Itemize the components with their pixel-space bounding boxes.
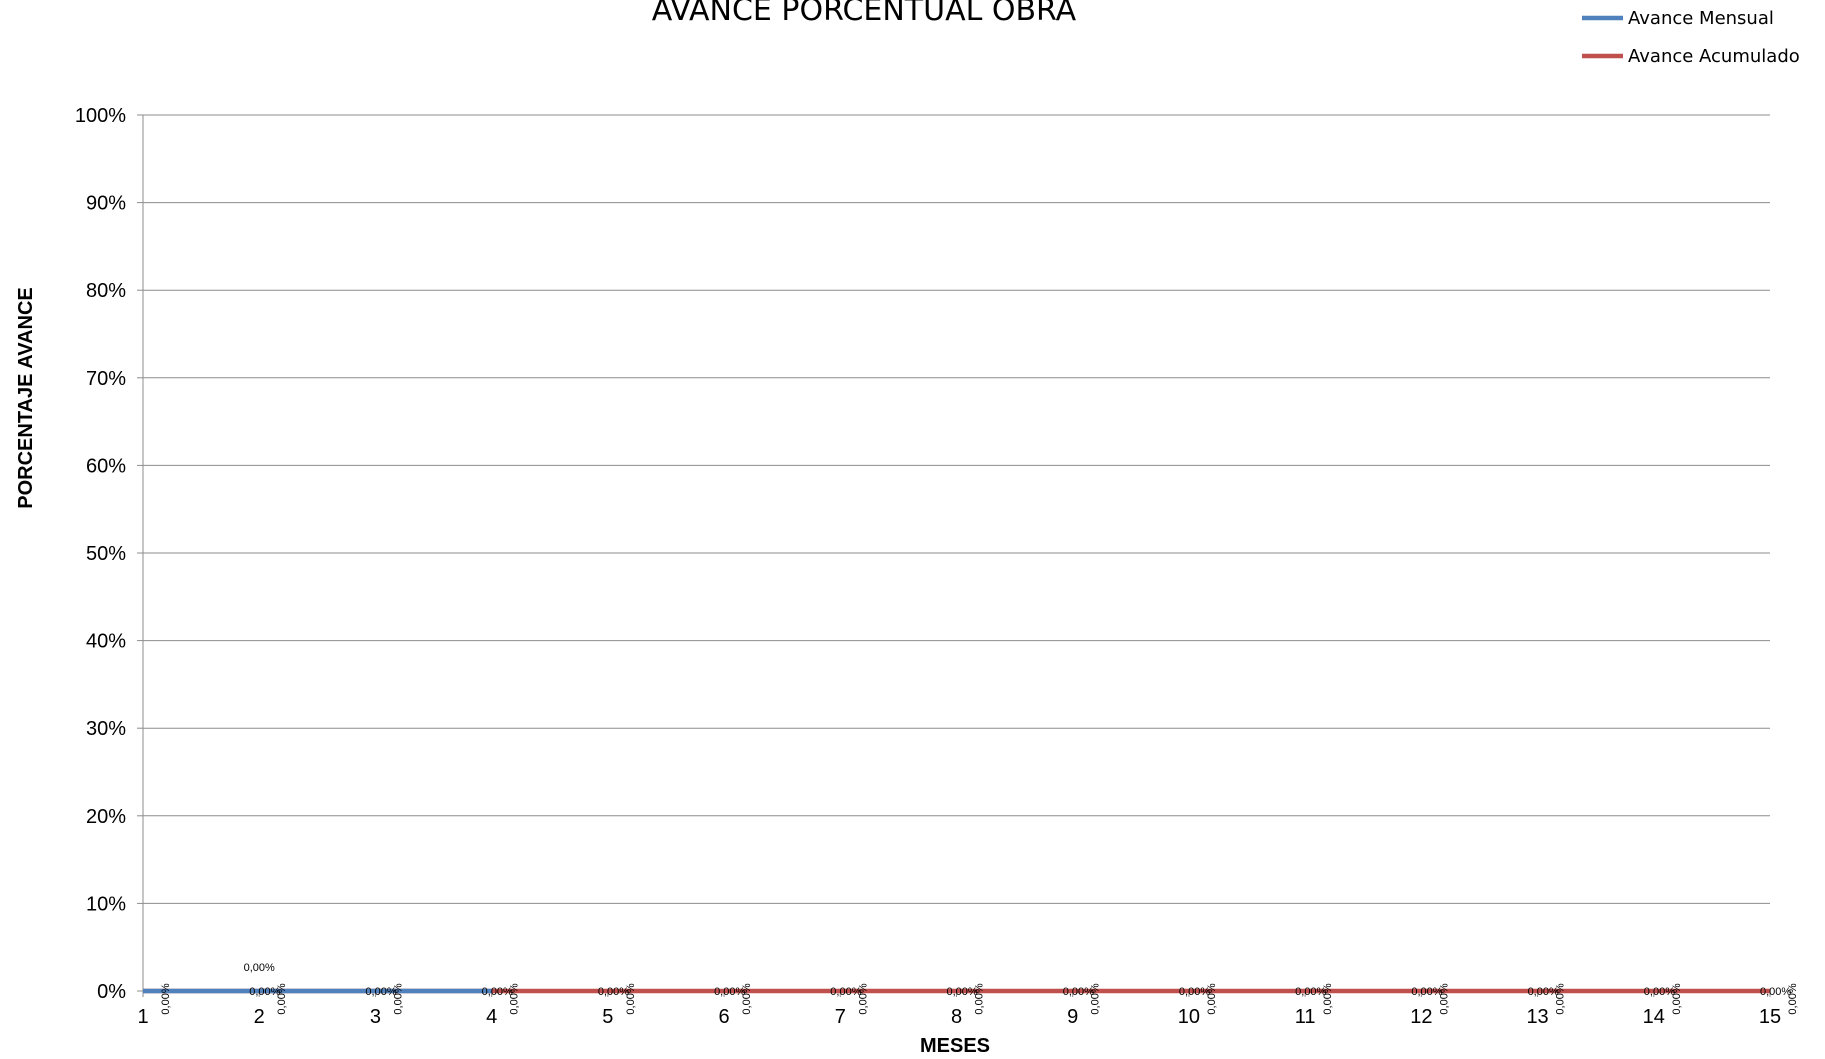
x-tick-label: 15 bbox=[1759, 1006, 1781, 1028]
data-label: 0,00% bbox=[1671, 983, 1683, 1014]
axes bbox=[137, 114, 1771, 997]
x-tick-label: 8 bbox=[951, 1006, 962, 1028]
data-label: 0,00% bbox=[365, 986, 396, 998]
data-label: 0,00% bbox=[392, 983, 404, 1014]
data-label: 0,00% bbox=[830, 986, 861, 998]
x-tick-label: 4 bbox=[486, 1006, 497, 1028]
y-tick-label: 60% bbox=[86, 455, 126, 477]
x-tick-label: 1 bbox=[137, 1006, 148, 1028]
x-tick-label: 7 bbox=[835, 1006, 846, 1028]
y-tick-label: 100% bbox=[75, 105, 126, 127]
y-tick-label: 70% bbox=[86, 368, 126, 390]
data-label: 0,00% bbox=[1438, 983, 1450, 1014]
chart-title: AVANCE PORCENTUAL OBRA bbox=[652, 0, 1077, 28]
x-tick-label: 6 bbox=[719, 1006, 730, 1028]
data-label: 0,00% bbox=[974, 983, 986, 1014]
y-tick-label: 40% bbox=[86, 631, 126, 653]
data-label: 0,00% bbox=[1063, 986, 1094, 998]
x-tick-label: 13 bbox=[1526, 1006, 1548, 1028]
data-label: 0,00% bbox=[1322, 983, 1334, 1014]
x-tick-label: 5 bbox=[602, 1006, 613, 1028]
data-label: 0,00% bbox=[947, 986, 978, 998]
data-label: 0,00% bbox=[1644, 986, 1675, 998]
data-label: 0,00% bbox=[1090, 983, 1102, 1014]
data-label: 0,00% bbox=[1760, 986, 1791, 998]
data-label: 0,00% bbox=[714, 986, 745, 998]
y-tick-label: 0% bbox=[97, 981, 126, 1003]
legend-label: Avance Acumulado bbox=[1628, 46, 1800, 67]
data-label: 0,00% bbox=[482, 986, 513, 998]
data-label: 0,00% bbox=[276, 983, 288, 1014]
legend-label: Avance Mensual bbox=[1628, 8, 1774, 29]
legend: Avance Mensual Avance Acumulado bbox=[1582, 8, 1800, 67]
data-label: 0,00% bbox=[160, 983, 172, 1014]
data-label: 0,00% bbox=[249, 986, 280, 998]
x-tick-label: 2 bbox=[254, 1006, 265, 1028]
data-label: 0,00% bbox=[1179, 986, 1210, 998]
x-tick-label: 9 bbox=[1067, 1006, 1078, 1028]
x-tick-label: 12 bbox=[1410, 1006, 1432, 1028]
y-tick-label: 30% bbox=[86, 718, 126, 740]
x-tick-labels: 1 2 3 4 5 6 7 8 9 10 11 12 13 14 15 bbox=[137, 1006, 1781, 1028]
data-label: 0,00% bbox=[244, 962, 275, 974]
data-label: 0,00% bbox=[857, 983, 869, 1014]
data-label: 0,00% bbox=[598, 986, 629, 998]
data-label: 0,00% bbox=[1555, 983, 1567, 1014]
y-tick-labels: 0% 10% 20% 30% 40% 50% 60% 70% 80% 90% 100% bbox=[75, 105, 126, 1003]
x-axis-title: MESES bbox=[920, 1035, 990, 1057]
y-tick-label: 10% bbox=[86, 893, 126, 915]
y-tick-label: 50% bbox=[86, 543, 126, 565]
data-label: 0,00% bbox=[741, 983, 753, 1014]
gridlines bbox=[143, 114, 1770, 904]
data-label: 0,00% bbox=[1787, 983, 1799, 1014]
data-label: 0,00% bbox=[1528, 986, 1559, 998]
data-label: 0,00% bbox=[509, 983, 521, 1014]
data-label: 0,00% bbox=[1411, 986, 1442, 998]
x-tick-label: 11 bbox=[1295, 1006, 1316, 1028]
data-label: 0,00% bbox=[625, 983, 637, 1014]
x-tick-label: 10 bbox=[1178, 1006, 1200, 1028]
y-tick-label: 20% bbox=[86, 806, 126, 828]
x-tick-label: 14 bbox=[1643, 1006, 1665, 1028]
data-label: 0,00% bbox=[1206, 983, 1218, 1014]
data-label: 0,00% bbox=[1295, 986, 1326, 998]
y-tick-label: 80% bbox=[86, 280, 126, 302]
data-labels: 0,00% 0,00% 0,00% 0,00% 0,00% 0,00% 0,00% 0,00%… bbox=[160, 962, 1799, 1015]
y-tick-label: 90% bbox=[86, 193, 126, 215]
y-axis-title: PORCENTAJE AVANCE bbox=[15, 287, 37, 509]
x-tick-label: 3 bbox=[370, 1006, 381, 1028]
